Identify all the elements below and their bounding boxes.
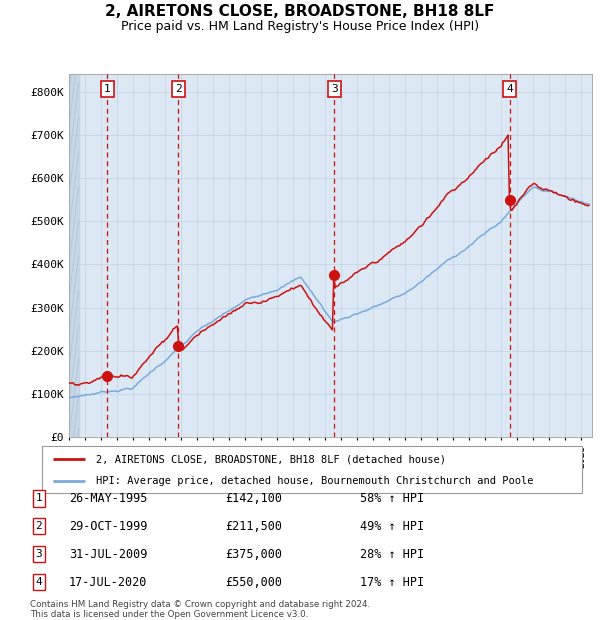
Text: 58% ↑ HPI: 58% ↑ HPI xyxy=(360,492,424,505)
Text: £375,000: £375,000 xyxy=(225,548,282,560)
Text: 26-MAY-1995: 26-MAY-1995 xyxy=(69,492,148,505)
Text: HPI: Average price, detached house, Bournemouth Christchurch and Poole: HPI: Average price, detached house, Bour… xyxy=(96,476,533,486)
Text: 2: 2 xyxy=(175,84,182,94)
Text: Price paid vs. HM Land Registry's House Price Index (HPI): Price paid vs. HM Land Registry's House … xyxy=(121,20,479,33)
Text: 17% ↑ HPI: 17% ↑ HPI xyxy=(360,576,424,588)
Text: 3: 3 xyxy=(331,84,338,94)
Text: 2, AIRETONS CLOSE, BROADSTONE, BH18 8LF (detached house): 2, AIRETONS CLOSE, BROADSTONE, BH18 8LF … xyxy=(96,454,446,464)
Text: 3: 3 xyxy=(35,549,43,559)
FancyBboxPatch shape xyxy=(42,446,582,493)
Text: £142,100: £142,100 xyxy=(225,492,282,505)
Text: 4: 4 xyxy=(35,577,43,587)
Text: 4: 4 xyxy=(506,84,513,94)
Text: 1: 1 xyxy=(35,494,43,503)
Text: £550,000: £550,000 xyxy=(225,576,282,588)
Text: 2, AIRETONS CLOSE, BROADSTONE, BH18 8LF: 2, AIRETONS CLOSE, BROADSTONE, BH18 8LF xyxy=(106,4,494,19)
Text: 31-JUL-2009: 31-JUL-2009 xyxy=(69,548,148,560)
Text: 49% ↑ HPI: 49% ↑ HPI xyxy=(360,520,424,533)
Text: £211,500: £211,500 xyxy=(225,520,282,533)
Text: Contains HM Land Registry data © Crown copyright and database right 2024.
This d: Contains HM Land Registry data © Crown c… xyxy=(30,600,370,619)
Text: 2: 2 xyxy=(35,521,43,531)
Text: 29-OCT-1999: 29-OCT-1999 xyxy=(69,520,148,533)
Text: 17-JUL-2020: 17-JUL-2020 xyxy=(69,576,148,588)
Text: 1: 1 xyxy=(104,84,111,94)
Text: 28% ↑ HPI: 28% ↑ HPI xyxy=(360,548,424,560)
